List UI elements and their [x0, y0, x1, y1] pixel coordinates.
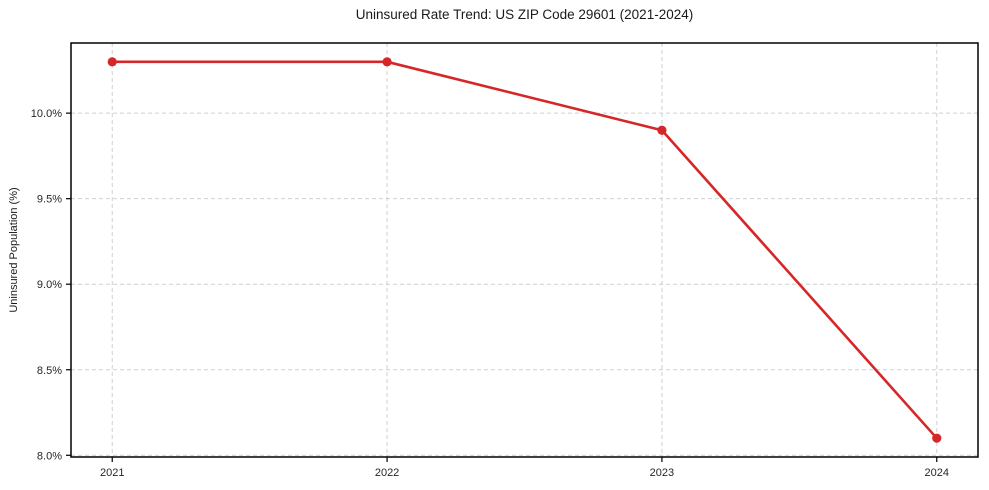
y-tick-label: 8.5% — [37, 365, 62, 377]
trend-line — [110, 60, 939, 440]
x-tick-label: 2023 — [650, 467, 674, 479]
plot-frame — [70, 42, 979, 458]
x-tick-label: 2022 — [375, 467, 399, 479]
y-tick-label: 9.0% — [37, 279, 62, 291]
data-point — [657, 125, 667, 135]
data-point — [382, 57, 392, 67]
y-tick-label: 9.5% — [37, 194, 62, 206]
data-point — [107, 57, 117, 67]
data-point — [932, 433, 942, 443]
y-tick-label: 10.0% — [31, 108, 62, 120]
x-tick-label: 2021 — [100, 467, 124, 479]
x-tick-label: 2024 — [925, 467, 949, 479]
chart-title: Uninsured Rate Trend: US ZIP Code 29601 … — [355, 7, 694, 22]
y-tick-label: 8.0% — [37, 450, 62, 462]
